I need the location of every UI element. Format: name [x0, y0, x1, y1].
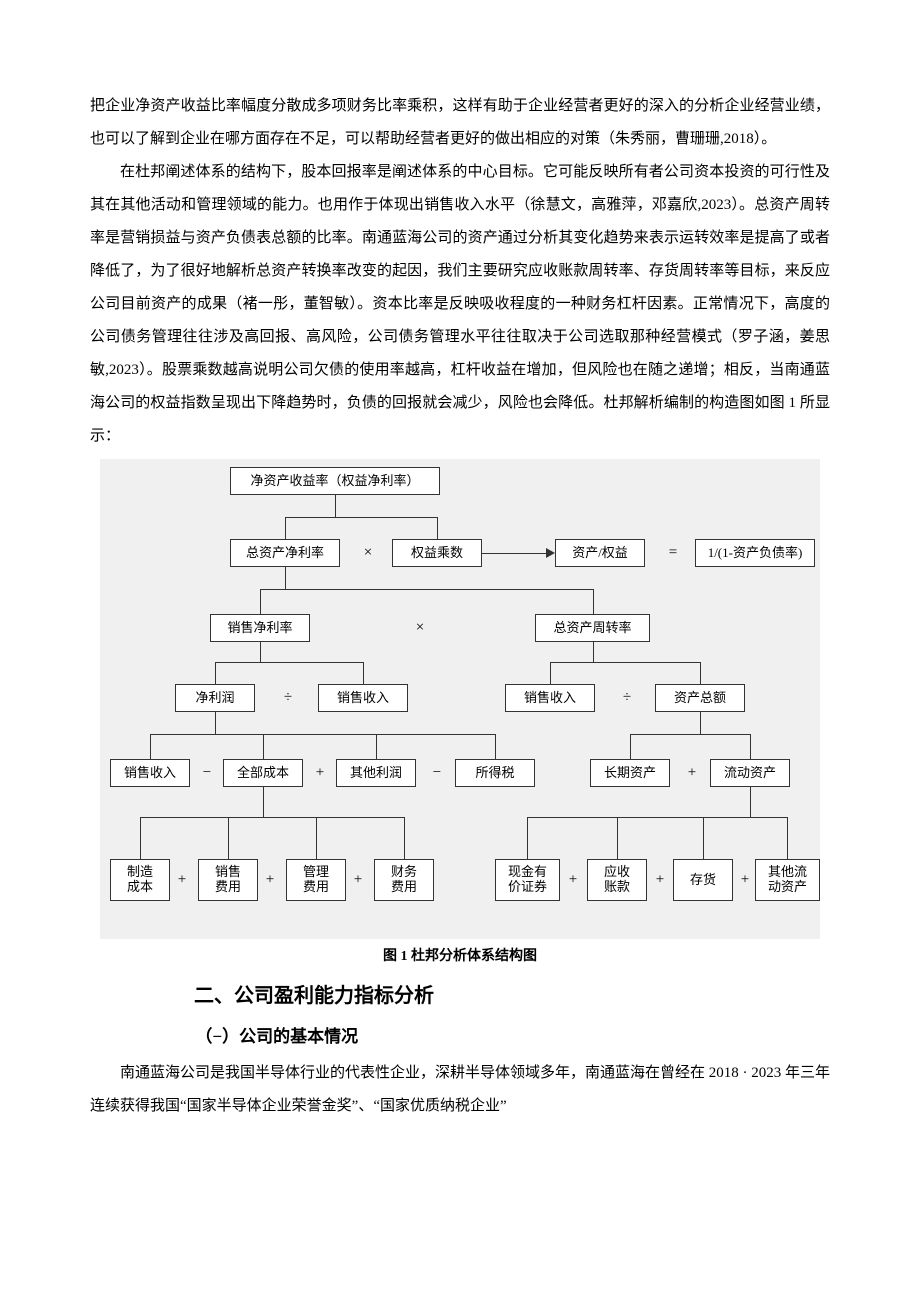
- node-sell: 销售 费用: [198, 859, 258, 901]
- op-plus-7: +: [656, 872, 664, 889]
- op-eq: =: [669, 545, 677, 562]
- node-npm: 销售净利率: [210, 614, 310, 642]
- op-plus-4: +: [266, 872, 274, 889]
- document-page: 把企业净资产收益比率幅度分散成多项财务比率乘积，这样有助于企业经营者更好的深入的…: [0, 0, 920, 1183]
- node-tat: 总资产周转率: [535, 614, 650, 642]
- node-ta: 资产总额: [655, 684, 745, 712]
- paragraph-3: 南通蓝海公司是我国半导体行业的代表性企业，深耕半导体领域多年，南通蓝海在曾经在 …: [90, 1057, 830, 1123]
- node-opi: 其他利润: [336, 759, 416, 787]
- node-oca: 其他流 动资产: [755, 859, 820, 901]
- heading-3: （−）公司的基本情况: [195, 1022, 830, 1047]
- node-cost: 全部成本: [223, 759, 303, 787]
- node-fin: 财务 费用: [374, 859, 434, 901]
- figure-caption: 图 1 杜邦分析体系结构图: [90, 945, 830, 965]
- node-ar: 应收 账款: [587, 859, 647, 901]
- op-plus-1: +: [316, 765, 324, 782]
- node-mfg: 制造 成本: [110, 859, 170, 901]
- op-times-1: ×: [364, 545, 372, 562]
- dupont-diagram: 净资产收益率（权益净利率） 总资产净利率 权益乘数 资产/权益 1/(1-资产负…: [100, 459, 820, 939]
- op-plus-5: +: [354, 872, 362, 889]
- op-plus-3: +: [178, 872, 186, 889]
- node-inv2: 存货: [673, 859, 733, 901]
- paragraph-2: 在杜邦阐述体系的结构下，股本回报率是阐述体系的中心目标。它可能反映所有者公司资本…: [90, 156, 830, 453]
- node-sr2: 销售收入: [505, 684, 595, 712]
- op-minus-1: −: [203, 765, 211, 782]
- node-cash: 现金有 价证券: [495, 859, 560, 901]
- op-div-1: ÷: [284, 690, 292, 707]
- node-inv: 1/(1-资产负债率): [695, 539, 815, 567]
- node-roa: 总资产净利率: [230, 539, 340, 567]
- op-times-2: ×: [416, 620, 424, 637]
- node-roe: 净资产收益率（权益净利率）: [230, 467, 440, 495]
- node-sr1: 销售收入: [318, 684, 408, 712]
- node-np: 净利润: [175, 684, 255, 712]
- op-minus-2: −: [433, 765, 441, 782]
- node-sr3: 销售收入: [110, 759, 190, 787]
- op-plus-6: +: [569, 872, 577, 889]
- node-tax: 所得税: [455, 759, 535, 787]
- heading-2: 二、公司盈利能力指标分析: [194, 979, 830, 1008]
- node-ae: 资产/权益: [555, 539, 645, 567]
- node-em: 权益乘数: [392, 539, 482, 567]
- paragraph-1: 把企业净资产收益比率幅度分散成多项财务比率乘积，这样有助于企业经营者更好的深入的…: [90, 90, 830, 156]
- op-plus-2: +: [688, 765, 696, 782]
- node-mgmt: 管理 费用: [286, 859, 346, 901]
- node-lta: 长期资产: [590, 759, 670, 787]
- op-plus-8: +: [741, 872, 749, 889]
- op-div-2: ÷: [623, 690, 631, 707]
- node-ca: 流动资产: [710, 759, 790, 787]
